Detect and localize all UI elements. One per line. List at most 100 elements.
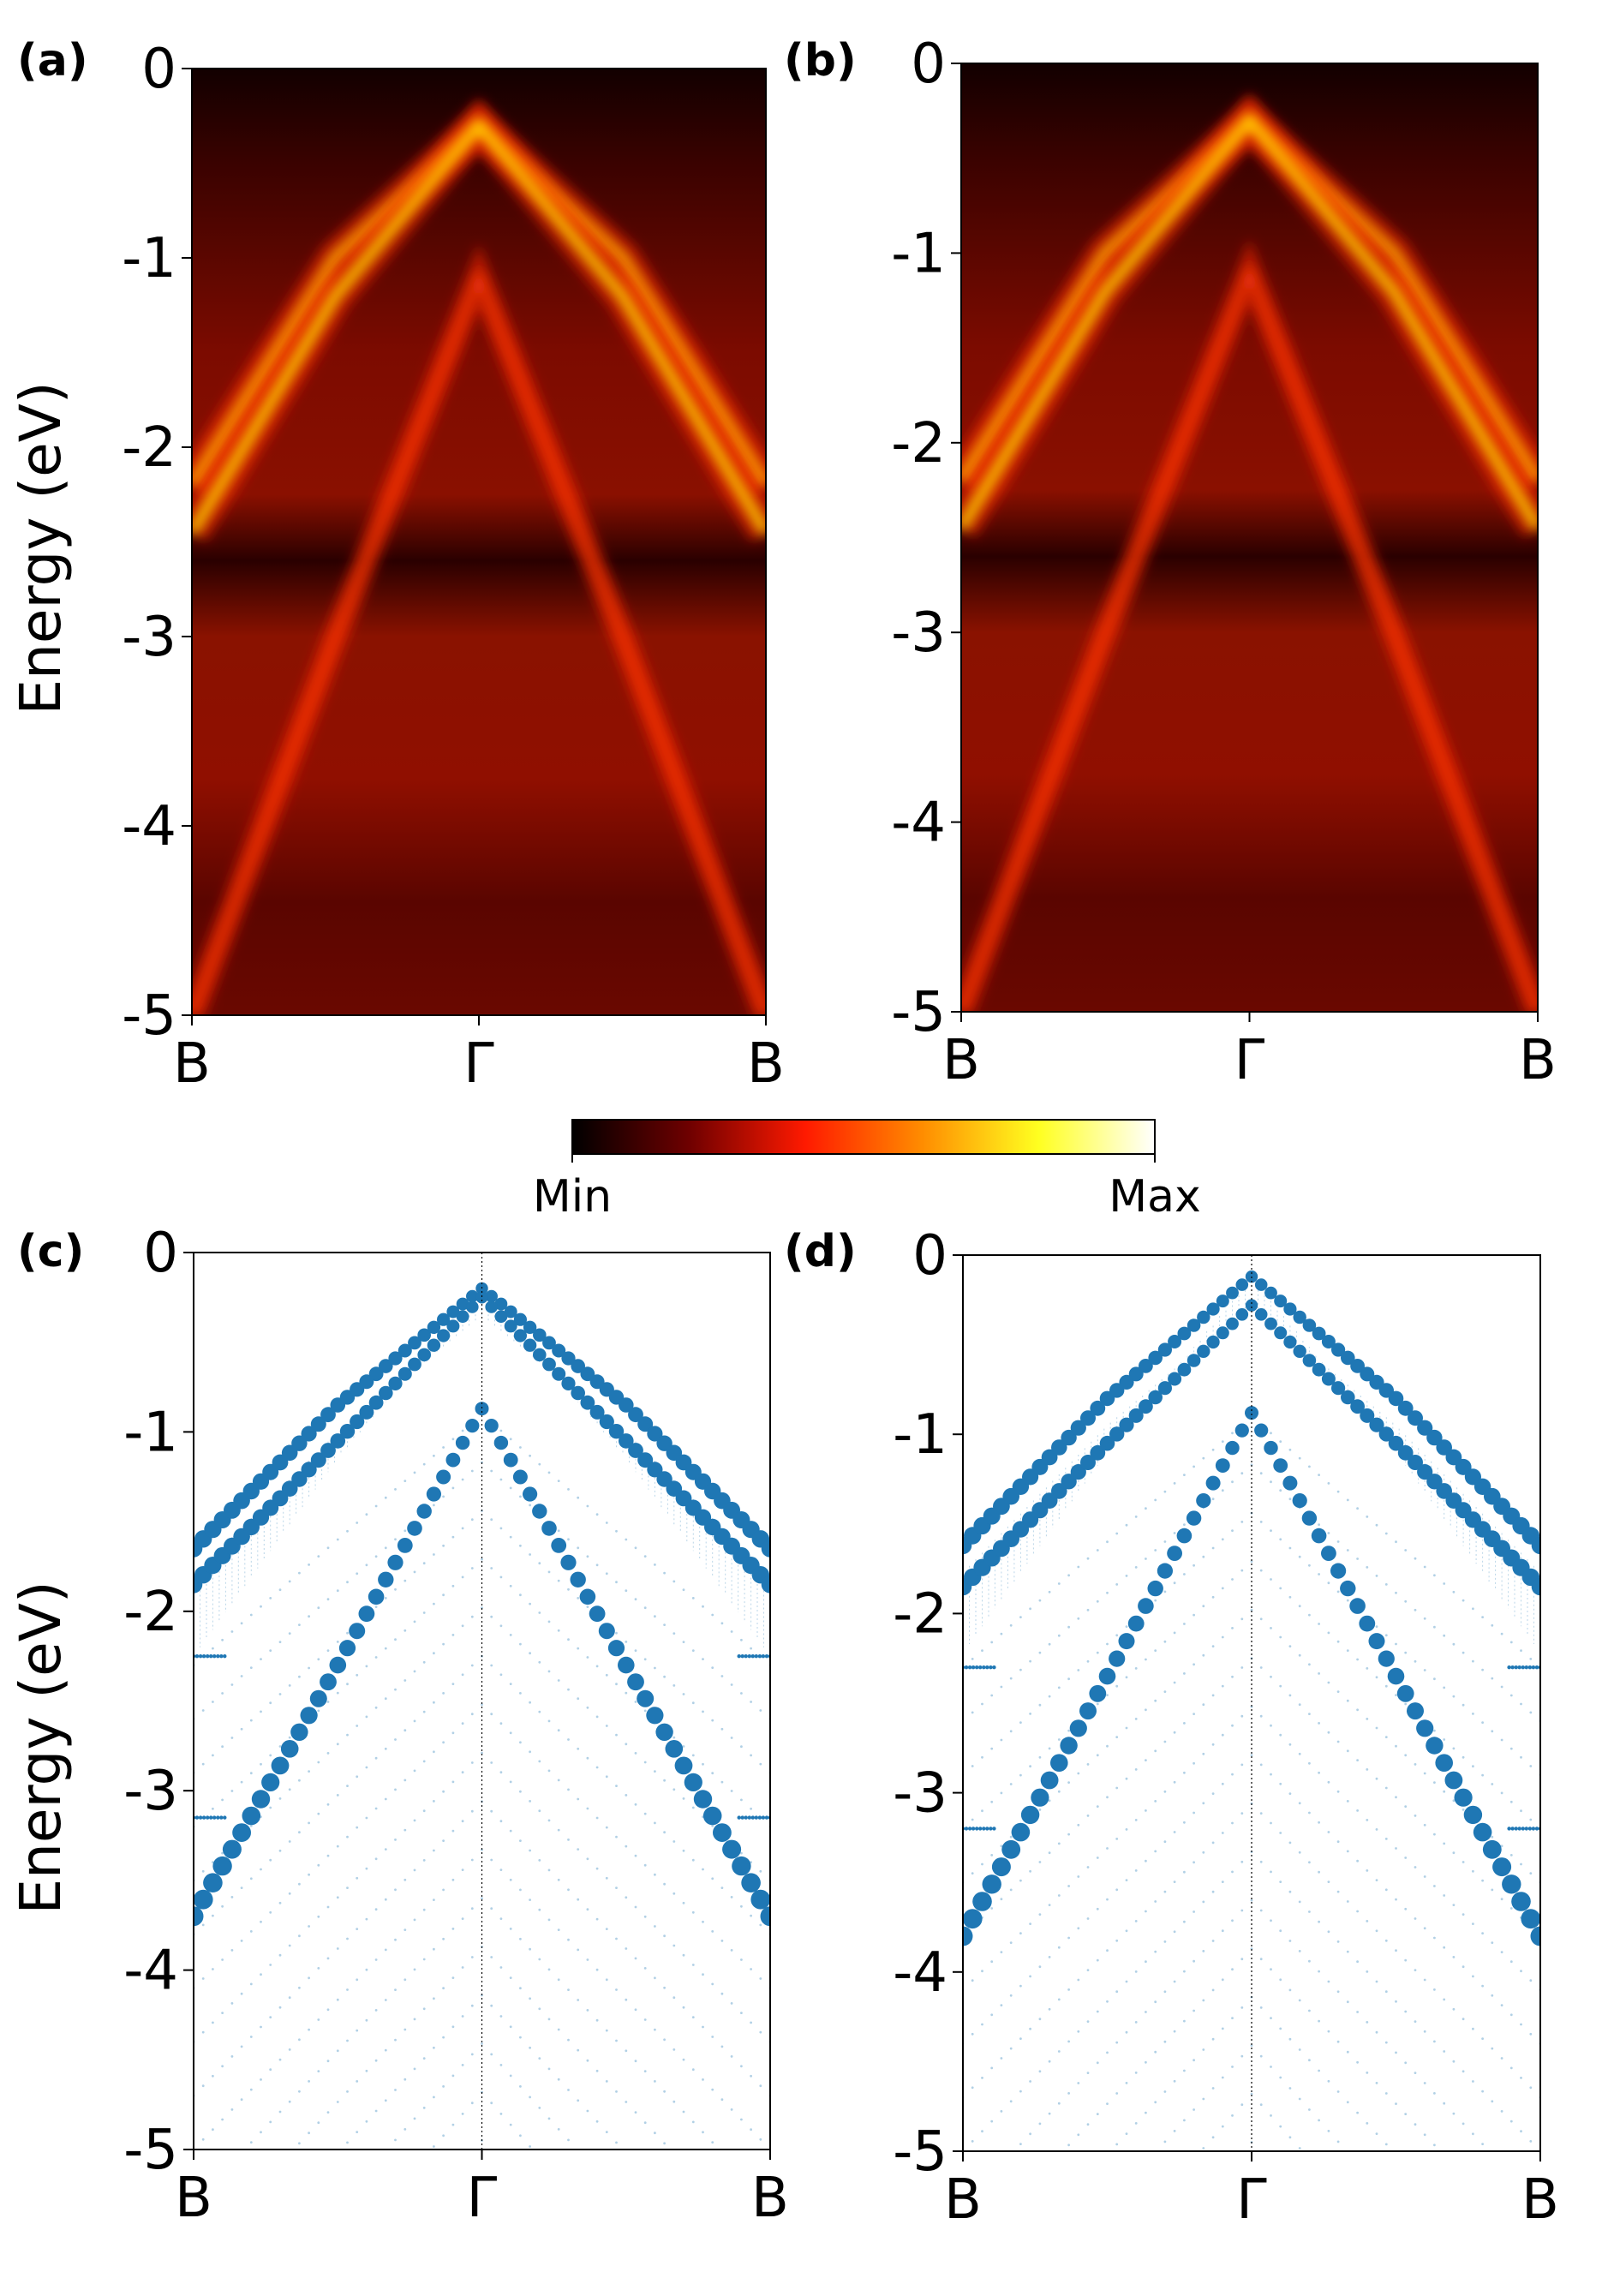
faint-point [1154,1950,1157,1953]
faint-point [750,1914,752,1917]
faint-point [1279,1929,1282,1933]
faint-point [1173,1880,1176,1884]
faint-point [740,1745,743,1749]
faint-point [1183,2019,1186,2023]
faint-point [615,2039,618,2042]
faint-point [451,2025,455,2029]
faint-point [481,1848,483,1851]
band-point [732,1856,751,1876]
faint-point [547,2018,551,2021]
faint-point [990,1907,994,1910]
faint-point [461,1527,464,1530]
faint-point [1163,2140,1167,2144]
faint-point [298,1571,301,1575]
faint-point [374,1807,378,1810]
faint-point [750,1807,752,1810]
faint-point [615,1733,618,1737]
faint-point [643,1967,647,1970]
band-point [1206,1302,1220,1316]
faint-point [1221,2125,1224,2128]
faint-point [750,2128,752,2132]
faint-point [720,1675,724,1677]
faint-point [1231,1578,1234,1581]
band-point [589,1404,605,1420]
faint-point [1125,1676,1128,1679]
faint-point [672,1632,676,1635]
faint-point [1029,1975,1031,1978]
faint-point [509,1584,512,1587]
faint-point [278,1745,282,1748]
band-point [1341,1390,1355,1405]
band-point [1321,1372,1336,1386]
faint-point [1414,1659,1417,1663]
faint-point [1145,1960,1147,1964]
faint-point [1318,2119,1320,2122]
faint-point [461,1966,464,1969]
faint-point [1481,1721,1484,1724]
faint-point [1404,1599,1408,1603]
band-point [655,1723,673,1742]
faint-point [981,1863,983,1866]
faint-point [1067,1574,1070,1577]
band-point [271,1756,290,1775]
flat-feature-point-1 [750,1654,755,1659]
faint-point [1346,1549,1349,1552]
faint-point [1366,1718,1369,1720]
faint-point [1048,1695,1051,1698]
faint-point [605,1928,608,1931]
faint-point [269,1910,272,1914]
faint-point [317,1812,320,1815]
band-point [1254,1423,1269,1438]
faint-point [336,1794,339,1797]
faint-point [634,2008,637,2012]
faint-point [682,2058,685,2061]
faint-point [519,1741,522,1744]
faint-point [1472,1713,1474,1715]
faint-point [519,1446,522,1449]
faint-point [221,1745,224,1749]
faint-point [1270,1480,1272,1484]
faint-point [1067,1885,1070,1887]
faint-point [1279,1733,1282,1737]
faint-point [509,1438,512,1441]
band-point [1148,1350,1163,1366]
faint-point [1057,1946,1061,1949]
band-point [637,1452,654,1468]
faint-point [1231,2066,1234,2068]
faint-point [654,1564,656,1566]
flat-feature-point-1 [967,1665,972,1670]
faint-point [519,2134,522,2138]
faint-point [1086,1917,1090,1920]
faint-point [990,2066,994,2070]
faint-point [519,1987,522,1990]
faint-point [720,2098,724,2102]
panel-a-arpes: 0-1-2-3-4-5B Γ B [122,38,785,1096]
faint-point [990,1854,994,1857]
faint-point [1163,1840,1167,1844]
faint-point [1096,1754,1099,1757]
faint-point [605,2080,608,2083]
faint-point [1009,1677,1013,1680]
faint-point [759,1977,762,1980]
faint-point [605,2131,608,2134]
band-point [1301,1510,1318,1526]
faint-point [577,1948,580,1952]
faint-point [1509,2013,1513,2017]
band-point [1321,1335,1336,1348]
flat-feature-point-1 [985,1665,989,1670]
faint-point [212,1807,214,1810]
faint-point [759,2138,762,2141]
band-point [1069,1719,1087,1737]
faint-point [230,1737,234,1739]
faint-point [595,1564,599,1567]
flat-feature-point-1 [1507,1665,1511,1670]
faint-point [509,1731,512,1735]
faint-point [691,1701,695,1705]
faint-point [461,2113,464,2115]
faint-point [1414,1917,1417,1920]
band-point [466,1289,479,1303]
faint-point [1279,1489,1282,1492]
faint-point [586,1958,589,1961]
faint-point [1106,1847,1109,1850]
faint-point [1173,2030,1176,2033]
